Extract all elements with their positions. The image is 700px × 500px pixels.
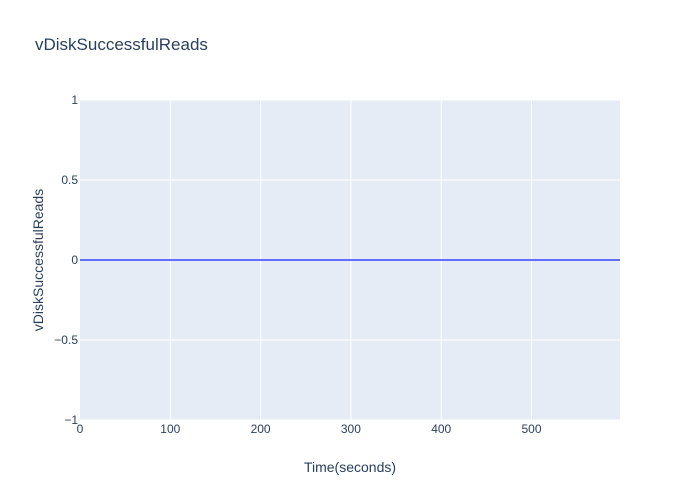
x-tick-label: 0 <box>77 422 84 436</box>
x-tick-label: 200 <box>251 422 271 436</box>
y-axis-label: vDiskSuccessfulReads <box>30 189 46 331</box>
x-axis-label: Time(seconds) <box>304 459 396 475</box>
y-tick-label: 0 <box>71 253 78 267</box>
x-axis-ticks: 0 100 200 300 400 500 <box>77 422 542 436</box>
y-tick-label: 1 <box>71 93 78 107</box>
x-tick-label: 500 <box>521 422 541 436</box>
x-tick-label: 400 <box>431 422 451 436</box>
grid-lines <box>80 99 620 421</box>
chart-title: vDiskSuccessfulReads <box>35 35 208 54</box>
y-tick-label: −0.5 <box>54 333 78 347</box>
x-tick-label: 100 <box>160 422 180 436</box>
y-tick-label: −1 <box>64 413 78 427</box>
x-tick-label: 300 <box>341 422 361 436</box>
y-axis-ticks: 1 0.5 0 −0.5 −1 <box>54 93 78 427</box>
y-tick-label: 0.5 <box>61 173 78 187</box>
